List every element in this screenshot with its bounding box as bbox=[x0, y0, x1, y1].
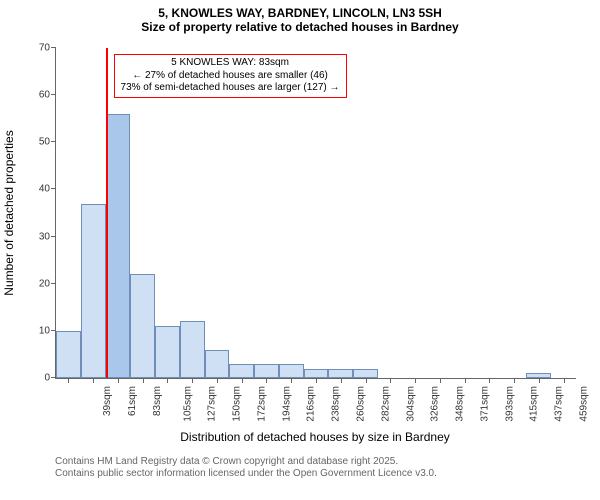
x-tick-label: 415sqm bbox=[529, 386, 540, 422]
x-tick-label: 304sqm bbox=[405, 386, 416, 422]
x-tick-label: 39sqm bbox=[102, 386, 113, 416]
x-tick-mark bbox=[465, 378, 466, 383]
y-tick-label: 70 bbox=[39, 43, 56, 54]
x-tick-label: 61sqm bbox=[127, 386, 138, 416]
x-tick-label: 348sqm bbox=[455, 386, 466, 422]
histogram-bar bbox=[353, 369, 378, 378]
x-tick-mark bbox=[93, 378, 94, 383]
x-tick-label: 326sqm bbox=[430, 386, 441, 422]
histogram-bar bbox=[328, 369, 353, 378]
y-tick-mark bbox=[51, 94, 56, 95]
x-tick-label: 260sqm bbox=[356, 386, 367, 422]
x-tick-mark bbox=[118, 378, 119, 383]
x-tick-mark bbox=[514, 378, 515, 383]
footer-attribution: Contains HM Land Registry data © Crown c… bbox=[55, 456, 437, 480]
y-tick-label: 10 bbox=[39, 325, 56, 336]
y-tick-label: 40 bbox=[39, 184, 56, 195]
x-tick-mark bbox=[489, 378, 490, 383]
x-tick-label: 83sqm bbox=[152, 386, 163, 416]
x-tick-label: 459sqm bbox=[578, 386, 589, 422]
marker-line bbox=[106, 48, 108, 378]
x-tick-mark bbox=[390, 378, 391, 383]
x-tick-label: 371sqm bbox=[479, 386, 490, 422]
annotation-line: ← 27% of detached houses are smaller (46… bbox=[121, 70, 340, 83]
histogram-bar bbox=[254, 364, 279, 378]
x-tick-label: 194sqm bbox=[281, 386, 292, 422]
x-tick-mark bbox=[68, 378, 69, 383]
annotation-line: 5 KNOWLES WAY: 83sqm bbox=[121, 57, 340, 70]
y-tick-label: 50 bbox=[39, 137, 56, 148]
x-tick-label: 105sqm bbox=[182, 386, 193, 422]
x-tick-label: 127sqm bbox=[207, 386, 218, 422]
y-tick-label: 60 bbox=[39, 90, 56, 101]
footer-line-1: Contains HM Land Registry data © Crown c… bbox=[55, 456, 437, 468]
histogram-bar bbox=[180, 321, 205, 378]
histogram-bar bbox=[279, 364, 304, 378]
x-tick-mark bbox=[192, 378, 193, 383]
chart-container: 5, KNOWLES WAY, BARDNEY, LINCOLN, LN3 5S… bbox=[0, 0, 600, 500]
x-tick-mark bbox=[217, 378, 218, 383]
x-tick-mark bbox=[366, 378, 367, 383]
histogram-bar bbox=[106, 114, 131, 378]
x-tick-label: 437sqm bbox=[554, 386, 565, 422]
histogram-bar bbox=[155, 326, 180, 378]
x-tick-label: 393sqm bbox=[504, 386, 515, 422]
histogram-bar bbox=[304, 369, 329, 378]
y-axis-title: Number of detached properties bbox=[2, 130, 16, 295]
y-tick-mark bbox=[51, 47, 56, 48]
x-tick-mark bbox=[143, 378, 144, 383]
x-axis-title: Distribution of detached houses by size … bbox=[55, 430, 575, 444]
x-tick-label: 282sqm bbox=[380, 386, 391, 422]
y-tick-mark bbox=[51, 283, 56, 284]
x-tick-mark bbox=[291, 378, 292, 383]
histogram-bar bbox=[56, 331, 81, 378]
annotation-box: 5 KNOWLES WAY: 83sqm← 27% of detached ho… bbox=[114, 54, 347, 98]
x-tick-mark bbox=[564, 378, 565, 383]
plot-area: 01020304050607039sqm61sqm83sqm105sqm127s… bbox=[55, 48, 576, 379]
x-tick-mark bbox=[167, 378, 168, 383]
y-tick-label: 30 bbox=[39, 231, 56, 242]
y-tick-label: 0 bbox=[44, 373, 56, 384]
title-line-2: Size of property relative to detached ho… bbox=[0, 20, 600, 34]
x-tick-mark bbox=[341, 378, 342, 383]
x-tick-mark bbox=[266, 378, 267, 383]
x-tick-mark bbox=[316, 378, 317, 383]
x-tick-label: 216sqm bbox=[306, 386, 317, 422]
x-tick-mark bbox=[242, 378, 243, 383]
title-line-1: 5, KNOWLES WAY, BARDNEY, LINCOLN, LN3 5S… bbox=[0, 6, 600, 20]
y-tick-mark bbox=[51, 188, 56, 189]
x-tick-mark bbox=[440, 378, 441, 383]
chart-title: 5, KNOWLES WAY, BARDNEY, LINCOLN, LN3 5S… bbox=[0, 6, 600, 34]
histogram-bar bbox=[205, 350, 230, 378]
histogram-bar bbox=[130, 274, 155, 378]
x-tick-label: 238sqm bbox=[331, 386, 342, 422]
x-tick-mark bbox=[415, 378, 416, 383]
y-tick-label: 20 bbox=[39, 278, 56, 289]
y-tick-mark bbox=[51, 141, 56, 142]
annotation-line: 73% of semi-detached houses are larger (… bbox=[121, 82, 340, 95]
histogram-bar bbox=[81, 204, 106, 378]
x-tick-mark bbox=[539, 378, 540, 383]
histogram-bar bbox=[229, 364, 254, 378]
footer-line-2: Contains public sector information licen… bbox=[55, 468, 437, 480]
x-tick-label: 172sqm bbox=[257, 386, 268, 422]
y-tick-mark bbox=[51, 236, 56, 237]
x-tick-label: 150sqm bbox=[232, 386, 243, 422]
